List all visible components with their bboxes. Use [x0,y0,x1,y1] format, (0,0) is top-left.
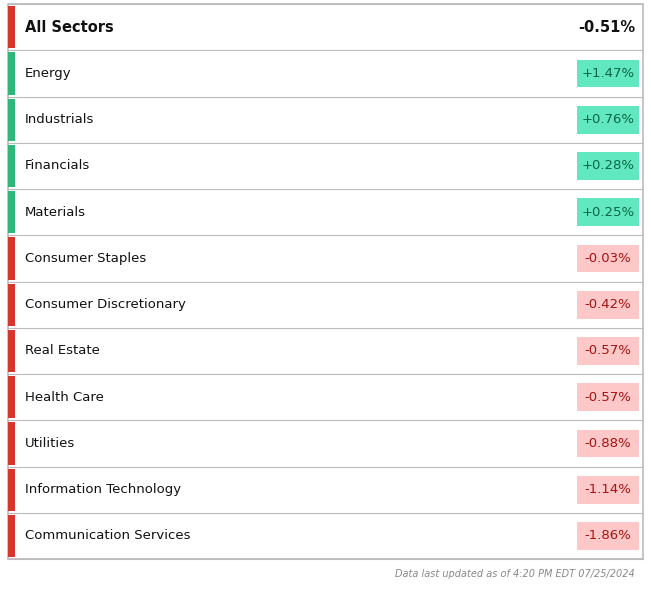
Text: Real Estate: Real Estate [25,345,100,358]
Text: Industrials: Industrials [25,113,94,126]
Text: Financials: Financials [25,160,90,173]
FancyBboxPatch shape [577,59,639,87]
FancyBboxPatch shape [577,383,639,411]
Bar [8,191,15,233]
FancyBboxPatch shape [577,429,639,457]
Bar [8,237,15,280]
FancyBboxPatch shape [577,244,639,272]
Text: Consumer Staples: Consumer Staples [25,252,146,265]
FancyBboxPatch shape [577,476,639,504]
Text: -1.14%: -1.14% [585,483,631,496]
Text: -0.42%: -0.42% [585,298,631,311]
FancyBboxPatch shape [577,198,639,226]
Text: Energy: Energy [25,67,72,80]
Text: +1.47%: +1.47% [581,67,635,80]
Text: Utilities: Utilities [25,437,76,450]
Bar [8,6,15,48]
Text: All Sectors: All Sectors [25,19,114,35]
Bar [8,330,15,372]
Text: +0.76%: +0.76% [581,113,635,126]
Bar [8,98,15,141]
FancyBboxPatch shape [577,152,639,180]
Text: Data last updated as of 4:20 PM EDT 07/25/2024: Data last updated as of 4:20 PM EDT 07/2… [395,569,635,579]
FancyBboxPatch shape [577,106,639,134]
Bar [8,52,15,94]
Bar [8,145,15,187]
Text: -0.03%: -0.03% [585,252,631,265]
Text: +0.28%: +0.28% [581,160,635,173]
Bar [8,515,15,557]
Text: -0.51%: -0.51% [578,19,635,35]
Text: -0.88%: -0.88% [585,437,631,450]
FancyBboxPatch shape [577,337,639,365]
Text: -1.86%: -1.86% [585,530,631,542]
FancyBboxPatch shape [577,291,639,319]
Text: +0.25%: +0.25% [581,206,635,219]
Text: Health Care: Health Care [25,391,104,403]
Bar [8,283,15,326]
Text: Communication Services: Communication Services [25,530,191,542]
Text: Information Technology: Information Technology [25,483,181,496]
Text: Materials: Materials [25,206,86,219]
Bar [8,468,15,511]
Text: -0.57%: -0.57% [585,345,631,358]
FancyBboxPatch shape [577,522,639,550]
Text: -0.57%: -0.57% [585,391,631,403]
Bar [8,376,15,418]
Bar [8,422,15,465]
Text: Consumer Discretionary: Consumer Discretionary [25,298,186,311]
